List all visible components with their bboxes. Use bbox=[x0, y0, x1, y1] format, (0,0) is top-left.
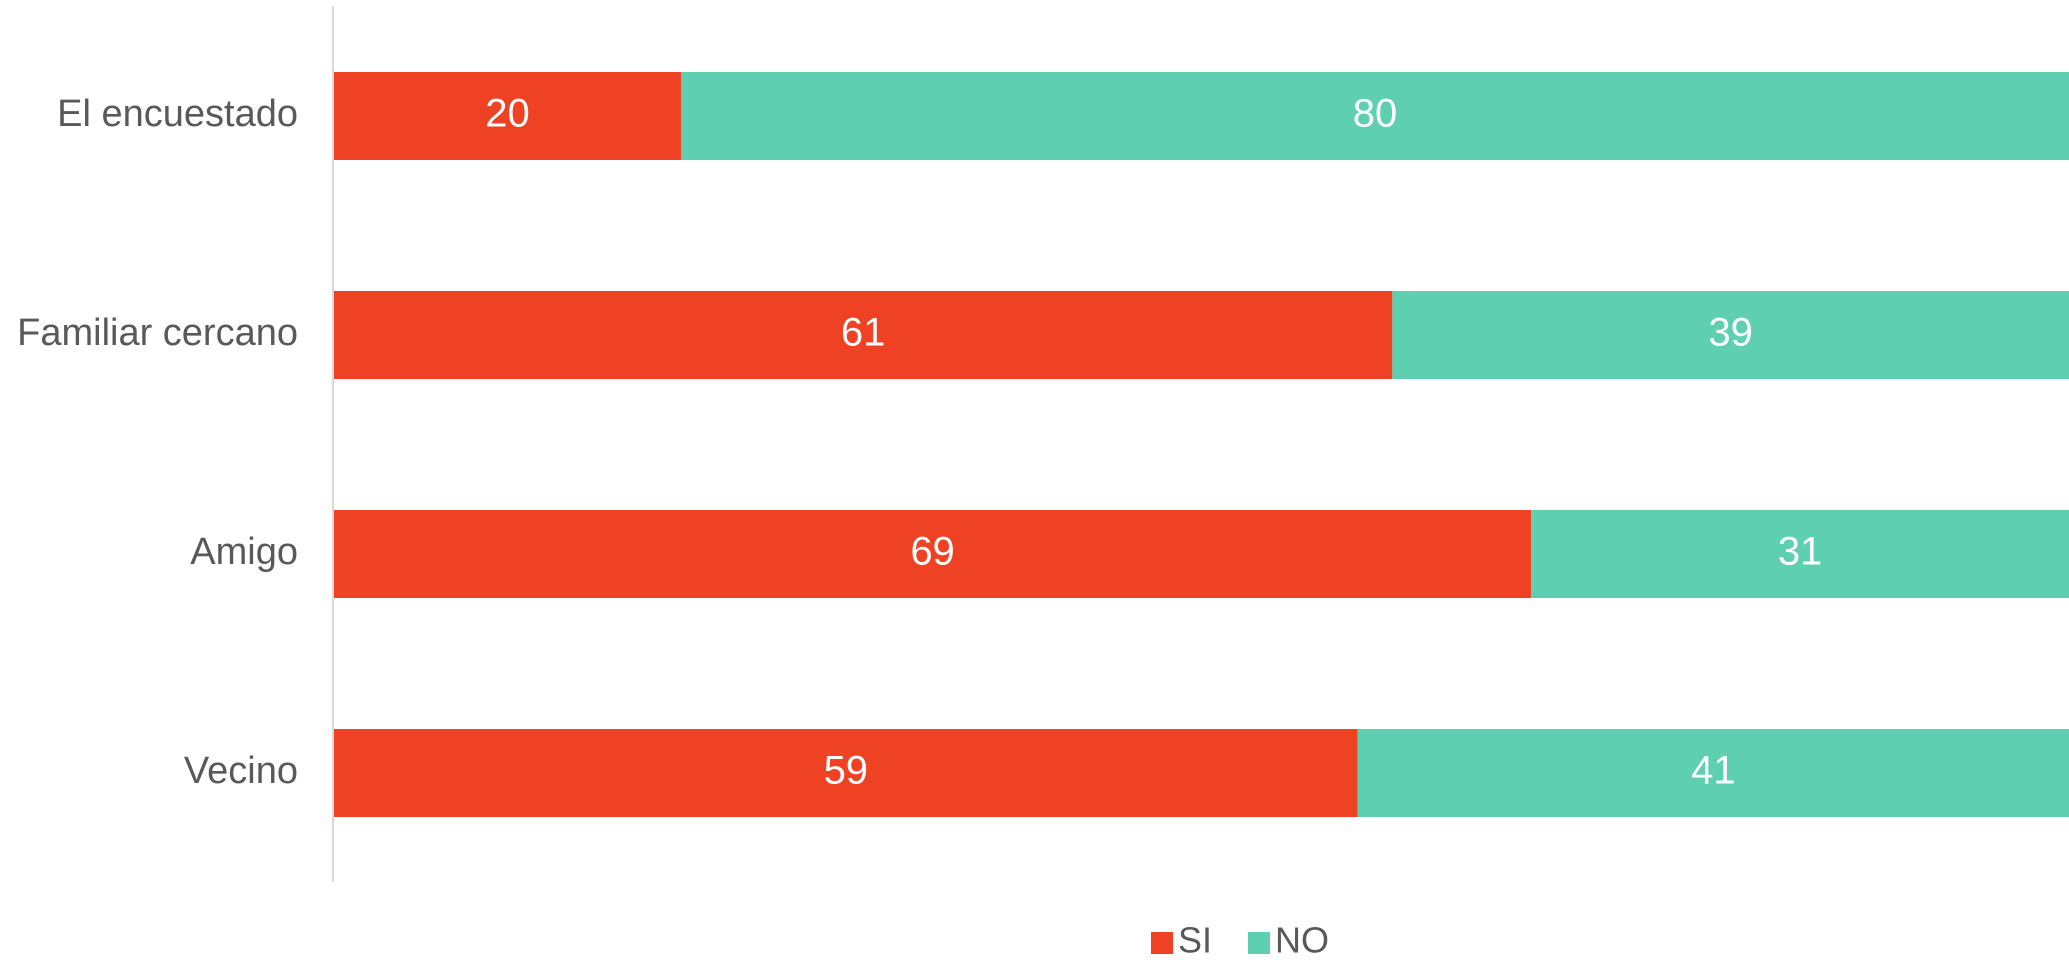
bar-si-3 bbox=[334, 729, 1358, 817]
category-label: Vecino bbox=[184, 750, 298, 792]
bar-no-2 bbox=[1531, 510, 2069, 598]
legend-swatch-no bbox=[1248, 932, 1270, 954]
category-label: El encuestado bbox=[57, 93, 298, 135]
data-labels: 20 80 61 39 69 31 59 41 bbox=[485, 92, 1822, 793]
category-labels: El encuestado Familiar cercano Amigo Vecino bbox=[17, 93, 298, 792]
bar-si-1 bbox=[334, 291, 1393, 379]
legend-label-no: NO bbox=[1275, 920, 1329, 961]
bar-no-1 bbox=[1392, 291, 2069, 379]
category-label: Amigo bbox=[190, 531, 298, 573]
bar-si-0 bbox=[334, 72, 681, 160]
data-label: 80 bbox=[1353, 92, 1398, 136]
bar-no-3 bbox=[1357, 729, 2069, 817]
legend: SI NO bbox=[1151, 920, 1329, 961]
data-label: 59 bbox=[824, 749, 869, 793]
data-label: 31 bbox=[1778, 530, 1823, 574]
data-label: 41 bbox=[1691, 749, 1736, 793]
bar-si-2 bbox=[334, 510, 1532, 598]
legend-swatch-si bbox=[1151, 932, 1173, 954]
data-label: 39 bbox=[1708, 311, 1753, 355]
legend-label-si: SI bbox=[1178, 920, 1212, 961]
data-label: 20 bbox=[485, 92, 530, 136]
bar-no-0 bbox=[681, 72, 2069, 160]
bars bbox=[334, 72, 2069, 817]
category-label: Familiar cercano bbox=[17, 312, 298, 354]
data-label: 69 bbox=[910, 530, 955, 574]
data-label: 61 bbox=[841, 311, 886, 355]
